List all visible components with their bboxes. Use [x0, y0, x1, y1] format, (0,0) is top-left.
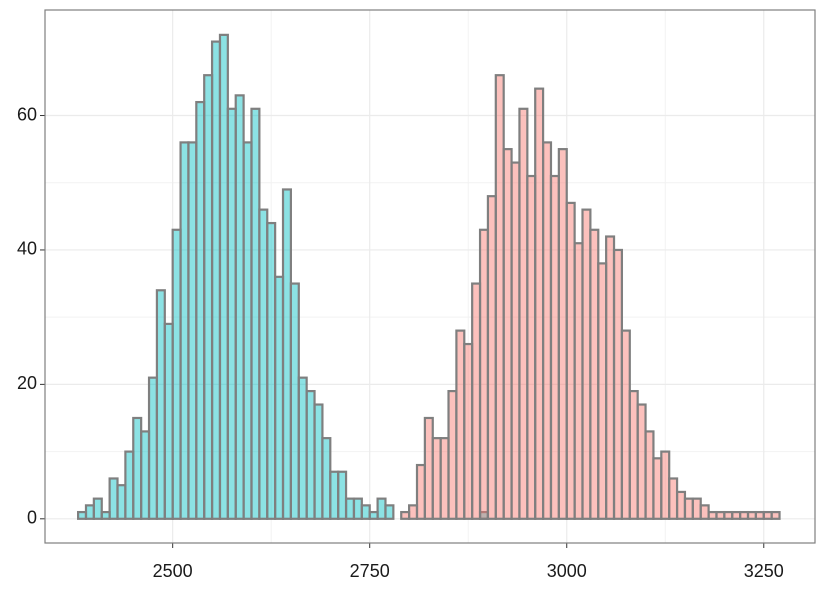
- bar: [226, 107, 237, 520]
- bar: [439, 437, 450, 520]
- bar: [171, 228, 182, 520]
- bar: [707, 510, 718, 520]
- bar: [250, 107, 261, 520]
- bar: [84, 504, 95, 520]
- bar: [463, 342, 474, 520]
- bar: [313, 403, 324, 520]
- bar: [384, 504, 395, 520]
- bar: [329, 470, 340, 520]
- x-tick-label: 3250: [744, 561, 784, 581]
- bar: [549, 174, 560, 520]
- bar: [660, 450, 671, 520]
- bar: [289, 282, 300, 520]
- bar: [108, 477, 119, 520]
- bar: [573, 242, 584, 520]
- bar: [675, 490, 687, 520]
- bar: [597, 262, 608, 520]
- bar: [281, 188, 292, 520]
- bar: [203, 74, 214, 520]
- bar: [754, 510, 765, 520]
- bar: [400, 510, 411, 520]
- bar: [242, 141, 253, 520]
- bar: [612, 248, 624, 520]
- bar: [124, 450, 135, 520]
- bar: [478, 228, 490, 520]
- x-tick-label: 3000: [547, 561, 587, 581]
- bar: [321, 437, 332, 520]
- bar: [163, 322, 174, 520]
- bar: [526, 174, 537, 520]
- bar: [486, 195, 497, 520]
- bar: [699, 504, 710, 520]
- bar: [565, 201, 576, 520]
- bar: [628, 389, 639, 520]
- bar: [234, 94, 245, 520]
- bar: [668, 477, 679, 520]
- bar: [620, 329, 631, 520]
- bar: [140, 430, 151, 520]
- bar: [518, 107, 529, 520]
- plot-border: [44, 9, 816, 544]
- bar: [652, 457, 663, 520]
- bar: [92, 497, 103, 520]
- bar: [510, 161, 521, 520]
- bar: [147, 376, 159, 520]
- bar: [589, 228, 600, 520]
- bar: [541, 141, 553, 520]
- bar: [431, 437, 442, 520]
- bar: [376, 497, 387, 520]
- y-tick-label: 60: [17, 104, 37, 124]
- bar: [344, 497, 356, 520]
- bar: [274, 275, 285, 520]
- bar: [447, 389, 458, 520]
- bar: [455, 329, 466, 520]
- bar: [258, 208, 269, 520]
- bar: [534, 87, 545, 520]
- bar: [715, 510, 726, 520]
- bar: [218, 33, 229, 520]
- bar: [636, 403, 647, 520]
- y-tick-label: 40: [17, 239, 37, 259]
- x-tick-label: 2500: [153, 561, 193, 581]
- bar: [423, 416, 434, 520]
- bar: [471, 282, 482, 520]
- bar: [415, 463, 426, 520]
- bar: [116, 484, 127, 520]
- bar: [770, 510, 781, 520]
- bar: [644, 430, 655, 520]
- bar: [408, 504, 419, 520]
- bar: [731, 510, 742, 520]
- bar: [100, 510, 111, 520]
- bar: [557, 148, 568, 520]
- bar: [155, 289, 166, 520]
- bar: [368, 510, 379, 520]
- bar: [297, 376, 308, 520]
- bar: [179, 141, 190, 520]
- bar: [352, 497, 363, 520]
- bar: [683, 497, 694, 520]
- bar: [195, 100, 206, 520]
- bar: [77, 510, 88, 520]
- bar: [723, 510, 734, 520]
- bar: [762, 510, 773, 520]
- bar: [210, 40, 222, 520]
- bar: [746, 510, 757, 520]
- bar: [691, 497, 702, 520]
- bar: [132, 416, 143, 520]
- bar: [502, 148, 513, 520]
- bar: [266, 221, 277, 520]
- y-tick-label: 20: [17, 373, 37, 393]
- bar: [187, 141, 198, 520]
- bar: [494, 74, 505, 520]
- bar: [305, 389, 316, 520]
- bar: [605, 235, 616, 520]
- bar: [360, 504, 371, 520]
- bar: [581, 208, 592, 520]
- y-tick-label: 0: [27, 508, 37, 528]
- bar: [337, 470, 348, 520]
- bar: [739, 510, 750, 520]
- x-tick-label: 2750: [350, 561, 390, 581]
